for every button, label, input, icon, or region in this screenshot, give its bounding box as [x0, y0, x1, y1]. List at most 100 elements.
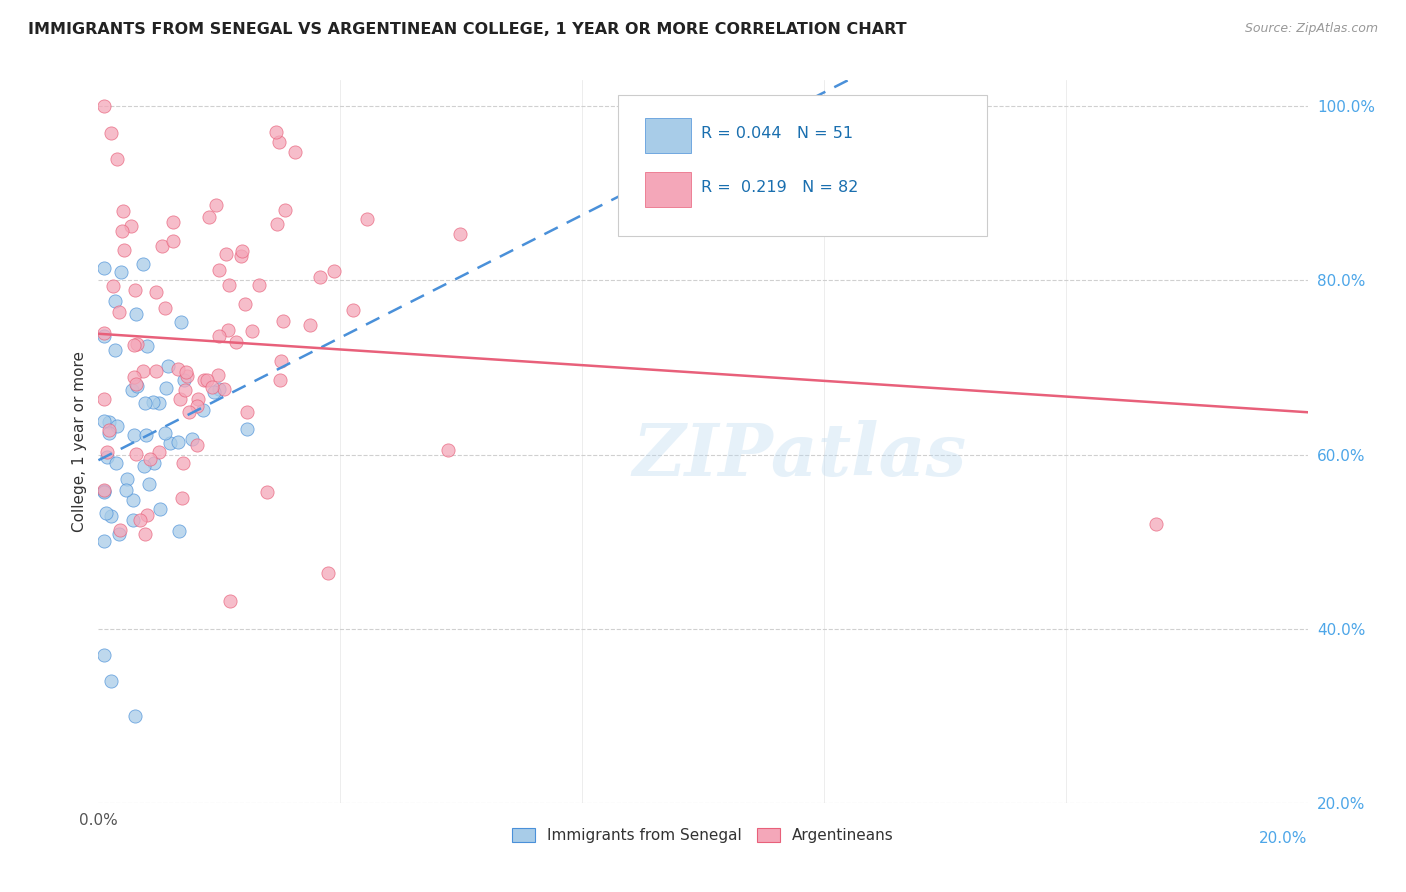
Point [162, 215, 184, 229]
Point [173, 383, 195, 397]
Point [125, 447, 148, 461]
Point [125, 337, 148, 351]
Point [170, 316, 193, 330]
Point [176, 368, 198, 383]
Point [159, 436, 181, 450]
Point [105, 152, 128, 166]
Point [122, 427, 145, 442]
Point [122, 513, 145, 527]
Point [169, 392, 191, 406]
Point [96, 445, 118, 459]
Point [104, 294, 127, 309]
Text: IMMIGRANTS FROM SENEGAL VS ARGENTINEAN COLLEGE, 1 YEAR OR MORE CORRELATION CHART: IMMIGRANTS FROM SENEGAL VS ARGENTINEAN C… [28, 22, 907, 37]
Point [145, 364, 167, 378]
Point [186, 438, 208, 452]
Point [93, 260, 115, 275]
Point [174, 366, 197, 380]
Point [124, 283, 146, 297]
Point [187, 392, 209, 406]
Point [93, 484, 115, 499]
Point [149, 501, 172, 516]
Point [356, 211, 378, 226]
Point [155, 381, 177, 395]
Point [284, 145, 307, 159]
Point [115, 483, 138, 497]
Point [177, 404, 200, 418]
Point [104, 456, 127, 470]
Point [1144, 517, 1167, 532]
Point [208, 263, 231, 277]
Point [274, 202, 297, 217]
Point [342, 303, 364, 318]
Point [125, 378, 148, 392]
Text: R =  0.219   N = 82: R = 0.219 N = 82 [700, 179, 858, 194]
Point [145, 285, 167, 300]
Bar [645, 172, 690, 207]
Point [170, 491, 193, 505]
Point [100, 126, 122, 140]
Y-axis label: College, 1 year or more: College, 1 year or more [72, 351, 87, 532]
Point [136, 338, 159, 352]
Point [219, 594, 242, 608]
Point [98, 425, 121, 440]
Point [121, 383, 143, 397]
Legend: Immigrants from Senegal, Argentineans: Immigrants from Senegal, Argentineans [506, 822, 900, 849]
Point [124, 369, 146, 384]
Point [104, 343, 127, 357]
Point [155, 301, 177, 316]
FancyBboxPatch shape [619, 95, 987, 235]
Point [181, 433, 204, 447]
Text: 20.0%: 20.0% [1260, 830, 1308, 846]
Point [204, 198, 226, 212]
Point [169, 524, 191, 538]
Point [235, 422, 257, 436]
Point [138, 477, 160, 491]
Point [231, 244, 253, 258]
Point [247, 278, 270, 293]
Point [193, 373, 215, 387]
Point [150, 239, 173, 253]
Point [132, 364, 155, 378]
Point [110, 265, 132, 279]
Point [93, 329, 115, 343]
Point [269, 374, 291, 388]
Point [233, 297, 256, 311]
Point [134, 527, 156, 541]
Point [200, 380, 222, 394]
Point [214, 247, 236, 261]
Point [323, 264, 346, 278]
Point [256, 484, 278, 499]
Point [93, 414, 115, 428]
Point [108, 523, 131, 537]
Point [208, 383, 231, 397]
Point [93, 485, 115, 500]
Point [138, 451, 160, 466]
Bar [645, 118, 690, 153]
Point [111, 224, 134, 238]
Point [264, 125, 287, 139]
Point [93, 326, 115, 340]
Point [105, 419, 128, 434]
Point [122, 492, 145, 507]
Point [100, 673, 122, 688]
Point [114, 243, 136, 257]
Point [195, 373, 218, 387]
Point [267, 136, 290, 150]
Point [186, 399, 208, 413]
Point [108, 305, 131, 319]
Point [134, 395, 156, 409]
Text: ZIPatlas: ZIPatlas [633, 420, 967, 491]
Point [271, 314, 294, 328]
Point [135, 508, 157, 523]
Point [93, 483, 115, 497]
Point [202, 385, 225, 400]
Point [173, 373, 195, 387]
Point [166, 362, 188, 376]
Point [240, 324, 263, 338]
Point [96, 450, 118, 464]
Point [156, 359, 179, 373]
Point [93, 648, 115, 662]
Point [162, 234, 184, 248]
Point [266, 217, 288, 231]
Text: R = 0.044   N = 51: R = 0.044 N = 51 [700, 127, 852, 141]
